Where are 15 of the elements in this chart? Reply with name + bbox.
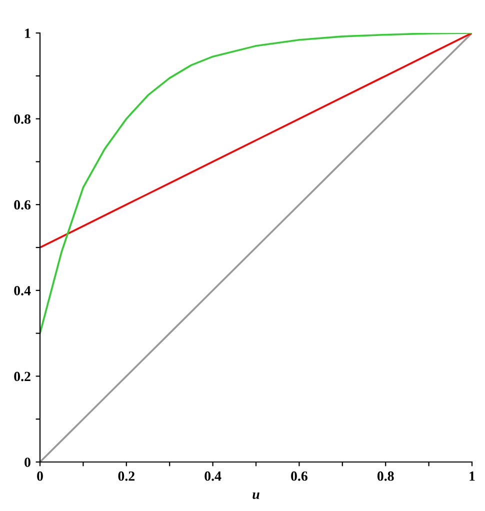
- x-axis-title: u: [252, 492, 260, 499]
- y-tick-label: 0.4: [14, 286, 31, 296]
- y-tick-label: 0.8: [14, 114, 31, 124]
- y-tick-label: 0.6: [14, 200, 31, 210]
- x-tick-label: 1: [470, 471, 475, 481]
- y-tick-label: 0.2: [14, 372, 30, 382]
- line-series: [40, 33, 472, 248]
- x-tick-label: 0.8: [377, 471, 394, 481]
- x-tick-label: 0.4: [204, 471, 222, 481]
- x-tick-label: 0.6: [291, 471, 308, 481]
- x-tick-label: 0: [37, 471, 43, 481]
- x-tick-label: 0.2: [118, 471, 134, 481]
- y-tick-label: 0: [24, 458, 30, 467]
- y-tick-label: 1: [25, 28, 30, 38]
- line-series: [40, 33, 472, 334]
